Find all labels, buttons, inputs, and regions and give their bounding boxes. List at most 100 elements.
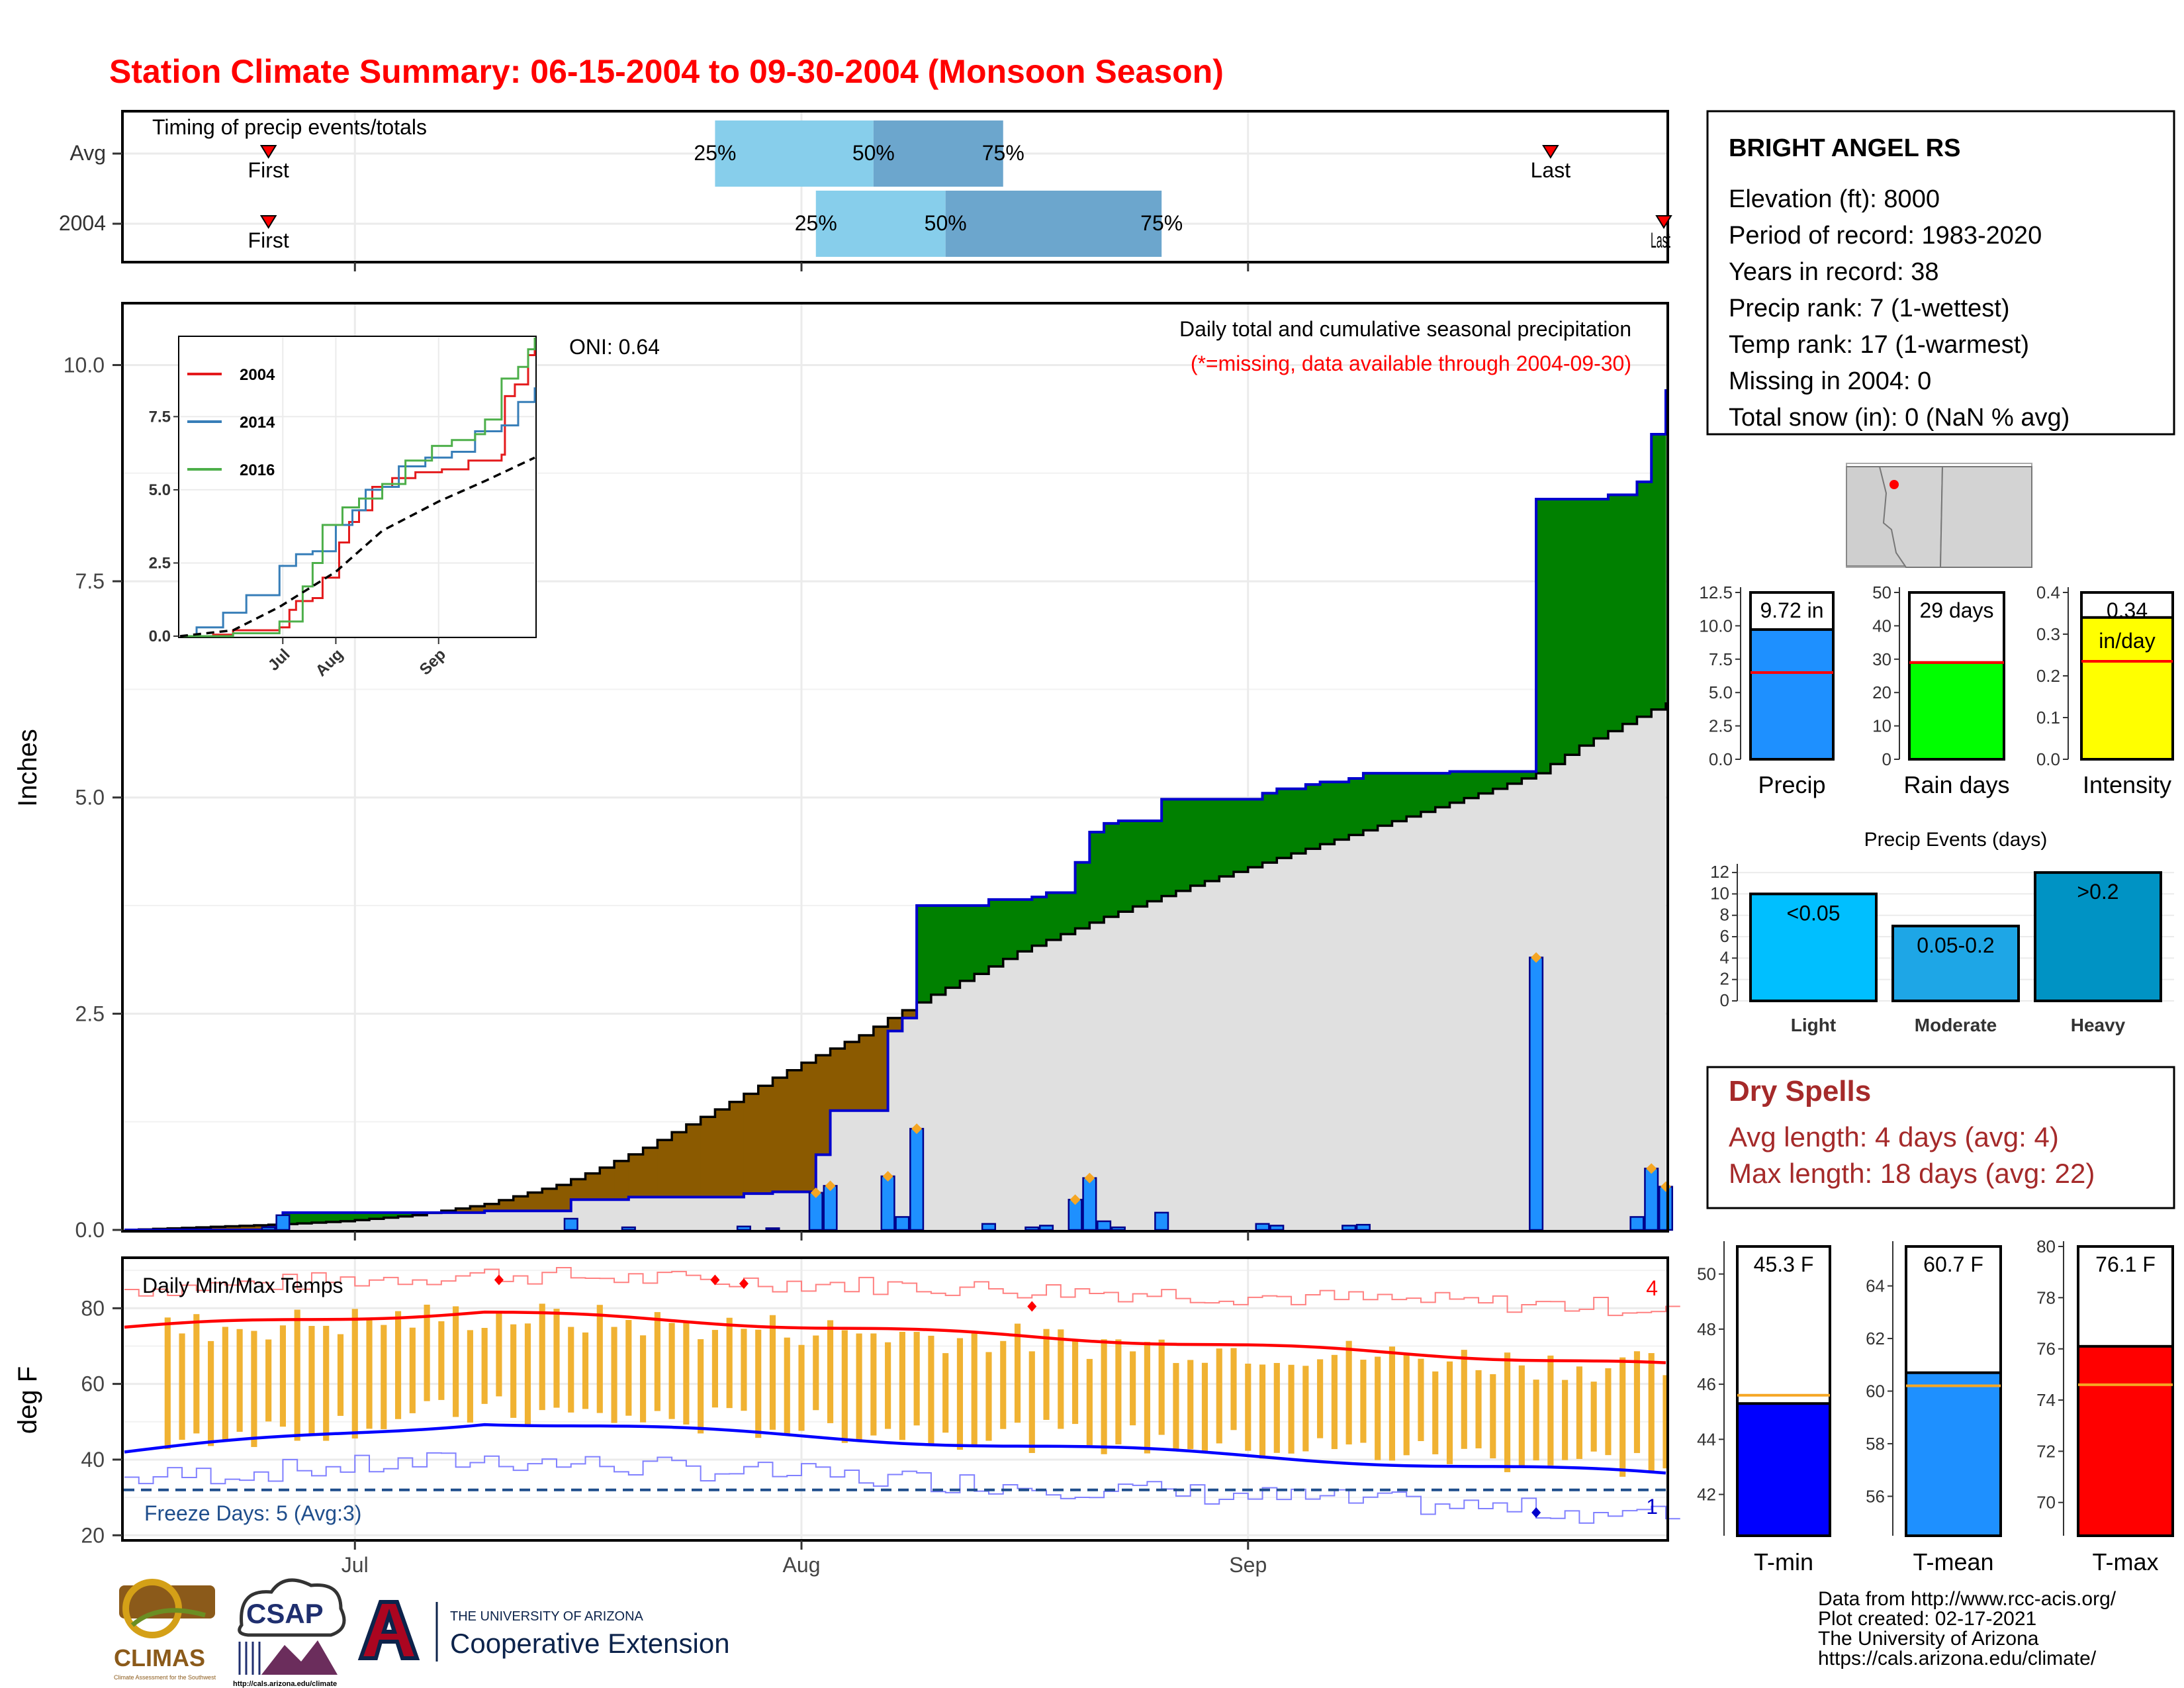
station-info-line: Missing in 2004: 0: [1729, 367, 1931, 395]
daily-temp-range-bar: [1375, 1356, 1381, 1460]
below-average-segment: [527, 1192, 543, 1211]
above-average-segment: [1550, 498, 1566, 765]
daily-temp-range-bar: [438, 1321, 445, 1400]
above-average-segment: [398, 1212, 413, 1217]
above-average-segment: [1349, 778, 1364, 835]
footer: CLIMAS Climate Assessment for the Southw…: [114, 1578, 2116, 1688]
first-event-label: First: [248, 158, 289, 182]
record-high-marker: [739, 1278, 749, 1289]
daily-precip-marker: [882, 1170, 893, 1182]
precip-events-bar-light: [1749, 892, 1878, 1003]
record-low-marker: [1531, 1507, 1541, 1518]
station-location-dot: [1889, 480, 1899, 489]
above-average-segment: [1377, 773, 1393, 826]
daily-temp-range-bar: [539, 1303, 545, 1411]
daily-temp-range-bar: [971, 1333, 978, 1448]
precip-total-xlabel: Precip: [1758, 771, 1825, 798]
daily-temp-range-bar: [279, 1325, 287, 1427]
precip-ytick-label: 10.0: [64, 353, 105, 377]
above-average-segment: [1104, 823, 1119, 917]
daily-temp-range-bar: [453, 1306, 459, 1417]
daily-temp-range-bar: [1619, 1357, 1626, 1477]
below-average-segment: [585, 1173, 600, 1200]
daily-temp-range-bar: [1648, 1353, 1655, 1474]
t-mean-value-label: 60.7 F: [1923, 1252, 1983, 1276]
above-average-segment: [1392, 773, 1407, 821]
timing-bar-q50-q75: [945, 191, 1162, 257]
daily-temp-range-bar: [481, 1327, 488, 1404]
dry-spells-avg: Avg length: 4 days (avg: 4): [1729, 1121, 2059, 1152]
t-mean-tick-label: 64: [1866, 1276, 1885, 1296]
below-average-segment: [657, 1140, 672, 1197]
daily-temp-range-bar: [741, 1329, 747, 1411]
above-average-segment: [1060, 892, 1076, 935]
daily-temp-range-bar: [1028, 1351, 1035, 1454]
above-average-segment: [1277, 788, 1292, 859]
daily-precip-bar: [1097, 1220, 1112, 1231]
timing-row-avg-label: Avg: [69, 141, 106, 165]
temp-frame: [121, 1256, 1669, 1542]
daily-temp-range-bar: [769, 1315, 776, 1430]
below-average-segment: [498, 1200, 514, 1211]
below-average-segment: [628, 1154, 644, 1197]
daily-temp-range-bar: [1576, 1366, 1582, 1459]
average-min-temp-line: [124, 1423, 1666, 1475]
daily-temp-range-bar: [1259, 1364, 1266, 1459]
daily-temp-range-bar: [1633, 1351, 1641, 1454]
above-average-segment: [1334, 782, 1349, 840]
daily-precip-marker: [810, 1187, 821, 1198]
precip-events-category-label: Moderate: [1915, 1015, 1997, 1035]
daily-temp-range-bar: [424, 1304, 430, 1401]
daily-temp-range-bar: [1562, 1380, 1569, 1460]
precip-frame: [121, 302, 1669, 1233]
timing-row-2004-label: 2004: [59, 211, 106, 235]
temp-ytick-label: 80: [81, 1296, 105, 1320]
station-info-line: Period of record: 1983-2020: [1729, 222, 2042, 250]
daily-temp-range-bar: [366, 1319, 373, 1429]
daily-temp-range-bar: [1518, 1365, 1525, 1466]
above-average-segment: [326, 1212, 341, 1222]
above-average-segment: [1089, 831, 1105, 923]
below-average-segment: [570, 1179, 586, 1200]
precip-ytick-label: 0.0: [75, 1218, 105, 1242]
daily-temp-range-bar: [956, 1338, 964, 1450]
daily-precip-marker: [1646, 1163, 1657, 1174]
last-event-marker: [1542, 145, 1559, 159]
dry-spells-max: Max length: 18 days (avg: 22): [1729, 1158, 2095, 1189]
t-min-tick-label: 42: [1697, 1485, 1716, 1505]
inset-ytick-label: 7.5: [149, 408, 171, 426]
below-average-segment: [643, 1147, 658, 1197]
intensity-value-unit: in/day: [2099, 629, 2155, 653]
precip-events-tick-label: 2: [1720, 969, 1729, 989]
rain-days-xlabel: Rain days: [1903, 771, 2009, 798]
timing-bar-q25-q50: [815, 191, 946, 257]
csap-logo-text: CSAP: [246, 1598, 324, 1629]
daily-precip-bar: [981, 1223, 997, 1231]
timing-q25-label: 25%: [694, 141, 736, 165]
t-mean-xlabel: T-mean: [1913, 1548, 1993, 1575]
daily-temp-range-bar: [985, 1352, 992, 1441]
below-average-segment: [830, 1049, 845, 1111]
dry-spells-frame: [1706, 1066, 2175, 1209]
temp-ytick-label: 60: [81, 1372, 105, 1396]
timing-bar-q25-q50: [715, 120, 874, 187]
daily-precip-bar: [1355, 1223, 1371, 1231]
daily-temp-range-bar: [942, 1353, 949, 1433]
t-mean-tick-label: 60: [1866, 1382, 1885, 1401]
daily-temp-range-bar: [1043, 1329, 1050, 1420]
above-average-segment: [1190, 799, 1206, 886]
above-average-segment: [1219, 799, 1234, 877]
precip-events-tick-label: 0: [1720, 990, 1729, 1010]
below-average-segment: [758, 1086, 774, 1194]
daily-temp-range-bar: [222, 1327, 228, 1442]
daily-precip-bar: [1629, 1216, 1645, 1231]
station-info-box: BRIGHT ANGEL RS Elevation (ft): 8000 Peri…: [1706, 110, 2175, 436]
above-average-segment: [1622, 494, 1638, 724]
daily-precip-bar: [1658, 1186, 1674, 1231]
timing-label: Timing of precip events/totals: [152, 115, 427, 139]
climas-logo-text: CLIMAS: [114, 1644, 205, 1671]
daily-temp-range-bar: [885, 1342, 891, 1429]
daily-temp-range-bar: [1201, 1362, 1208, 1452]
above-average-segment: [1262, 793, 1277, 863]
